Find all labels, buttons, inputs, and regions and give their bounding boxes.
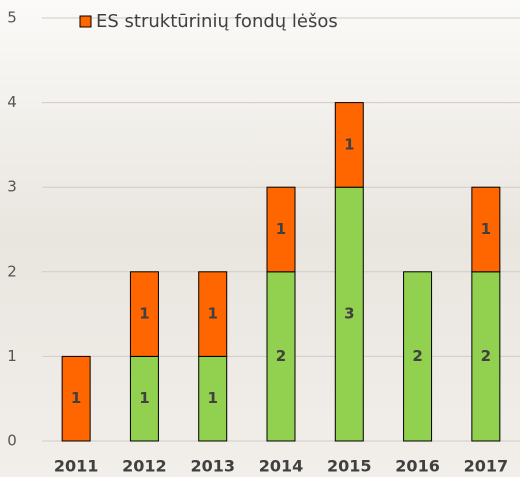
data-label: 1 (481, 220, 491, 238)
data-label: 3 (344, 305, 354, 323)
data-label: 1 (276, 220, 286, 238)
x-tick-label: 2013 (190, 457, 235, 476)
x-tick-label: 2014 (259, 457, 304, 476)
data-label: 1 (71, 389, 81, 407)
data-label: 1 (207, 305, 217, 323)
x-tick-label: 2015 (327, 457, 372, 476)
legend-label: ES struktūrinių fondų lėšos (96, 11, 338, 32)
x-tick-label: 2011 (54, 457, 99, 476)
y-tick-label: 3 (7, 178, 17, 196)
data-label: 1 (207, 389, 217, 407)
y-tick-label: 5 (7, 9, 17, 27)
x-tick-label: 2017 (464, 457, 509, 476)
y-tick-label: 1 (7, 347, 17, 365)
x-tick-label: 2012 (122, 457, 167, 476)
data-label: 2 (412, 347, 422, 365)
data-label: 1 (344, 135, 354, 153)
chart: 0 1 2 3 4 5 2011 1 2012 1 1 2013 1 1 2014 2 1 2015 3 1 2016 2… (0, 0, 520, 477)
y-tick-label: 2 (7, 262, 17, 280)
data-label: 1 (139, 305, 149, 323)
data-label: 2 (276, 347, 286, 365)
x-tick-label: 2016 (395, 457, 440, 476)
y-tick-label: 0 (7, 432, 17, 450)
page: 0 1 2 3 4 5 2011 1 2012 1 1 2013 1 1 2014 2 1 2015 3 1 2016 2… (0, 0, 520, 477)
data-label: 2 (481, 347, 491, 365)
y-tick-label: 4 (7, 93, 17, 111)
data-label: 1 (139, 389, 149, 407)
legend-swatch (80, 16, 91, 27)
